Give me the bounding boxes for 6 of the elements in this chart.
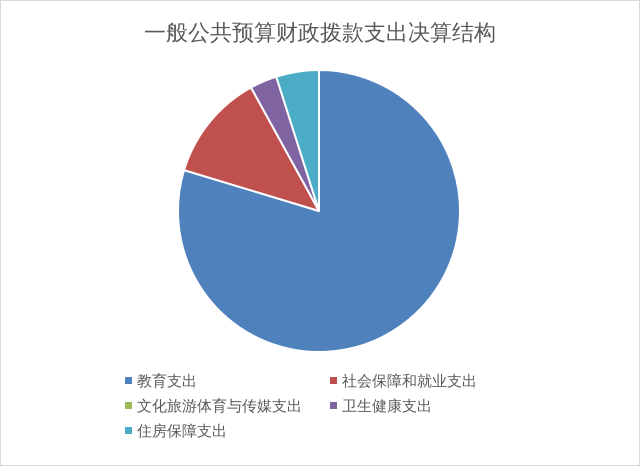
legend-label: 住房保障支出: [136, 422, 227, 440]
chart-title: 一般公共预算财政拨款支出决算结构: [144, 21, 496, 46]
legend-label: 教育支出: [137, 372, 197, 390]
legend-label: 社会保障和就业支出: [342, 372, 477, 390]
legend-label: 文化旅游体育与传媒支出: [137, 397, 302, 415]
legend-label: 卫生健康支出: [342, 397, 432, 415]
